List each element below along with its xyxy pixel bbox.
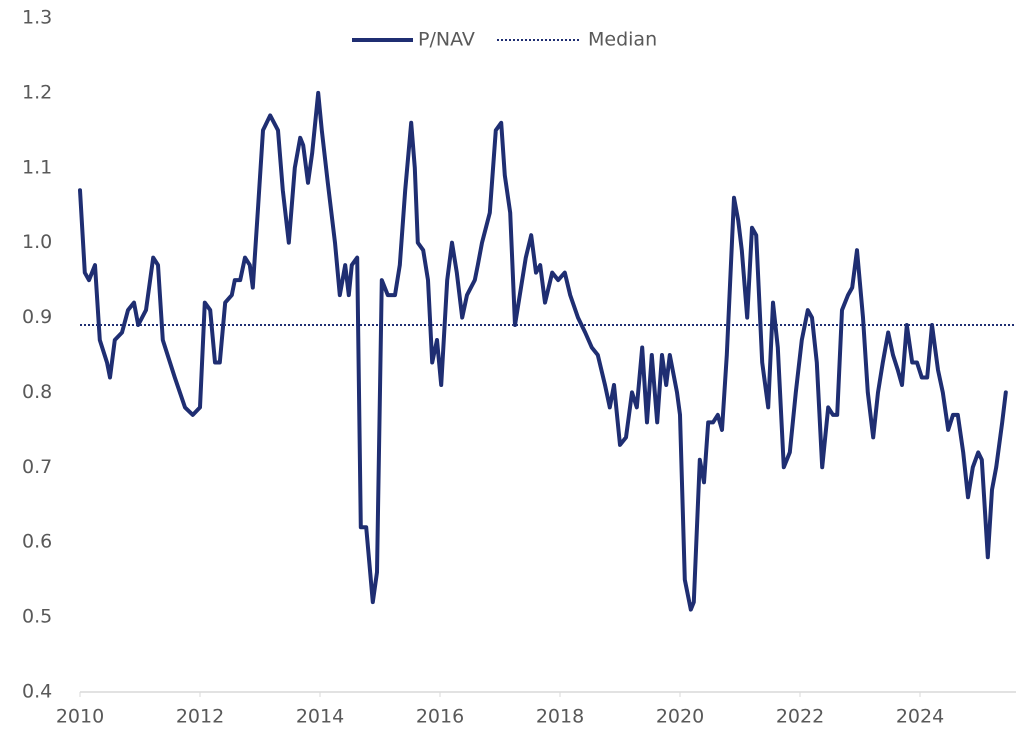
y-tick-label: 0.6 xyxy=(22,531,52,553)
y-tick-label: 1.0 xyxy=(22,231,52,253)
y-tick-label: 0.8 xyxy=(22,381,52,403)
x-tick-label: 2012 xyxy=(176,706,224,728)
x-tick-label: 2018 xyxy=(536,706,584,728)
x-tick-label: 2014 xyxy=(296,706,344,728)
y-tick-label: 0.4 xyxy=(22,681,52,703)
x-tick-label: 2022 xyxy=(776,706,824,728)
x-tick-label: 2010 xyxy=(56,706,104,728)
y-tick-label: 0.9 xyxy=(22,306,52,328)
y-tick-label: 1.3 xyxy=(22,7,52,29)
x-tick-label: 2016 xyxy=(416,706,464,728)
line-series xyxy=(78,90,1008,612)
y-tick-label: 1.2 xyxy=(22,81,52,103)
legend-label: P/NAV xyxy=(418,29,475,51)
y-tick-label: 0.5 xyxy=(22,606,52,628)
legend-label: Median xyxy=(588,29,657,51)
y-tick-label: 0.7 xyxy=(22,456,52,478)
y-tick-label: 1.1 xyxy=(22,156,52,178)
x-tick-label: 2020 xyxy=(656,706,704,728)
x-tick-label: 2024 xyxy=(896,706,944,728)
